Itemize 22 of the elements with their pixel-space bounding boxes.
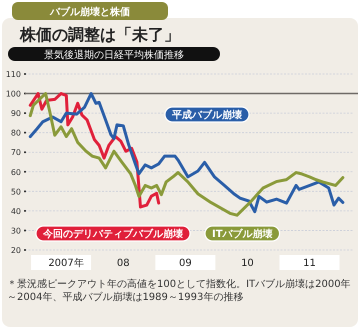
y-tick-label: 110 xyxy=(6,70,21,79)
text: 今回のデリバティブバブル崩壊 xyxy=(42,228,183,240)
text: 平成バブル崩壊 xyxy=(171,109,242,121)
y-tick-label: 60 xyxy=(10,168,21,177)
x-tick-label: 09 xyxy=(178,258,192,269)
x-tick-label: 08 xyxy=(116,258,130,269)
y-tick-label: 30 xyxy=(10,226,21,236)
y-tick-label: 100 xyxy=(6,90,21,99)
chart-subtitle: 景気後退期の日経平均株価推移 xyxy=(44,49,184,61)
text: バブル崩壊と株価 xyxy=(49,6,130,18)
x-tick-label: 2007年 xyxy=(48,257,84,269)
x-tick-label: 11 xyxy=(303,258,316,269)
y-tick-label: 50 xyxy=(10,187,21,196)
chart-title: 株価の調整は「未了」 xyxy=(19,25,180,44)
y-tick-label: 70 xyxy=(10,148,21,158)
y-tick-label: 40 xyxy=(10,206,21,216)
y-tick-label: 80 xyxy=(10,128,21,138)
x-tick-label: 10 xyxy=(241,258,254,269)
text: ITバブル崩壊 xyxy=(212,228,273,240)
y-tick-label: 90 xyxy=(10,109,21,118)
y-tick-label: 20 xyxy=(10,246,21,255)
text: ＊景況感ピークアウト年の高値を100として指数化。ITバブル崩壊は2000年～2004年、平成バブル崩壊は1989～1993年の推移 xyxy=(7,278,351,303)
